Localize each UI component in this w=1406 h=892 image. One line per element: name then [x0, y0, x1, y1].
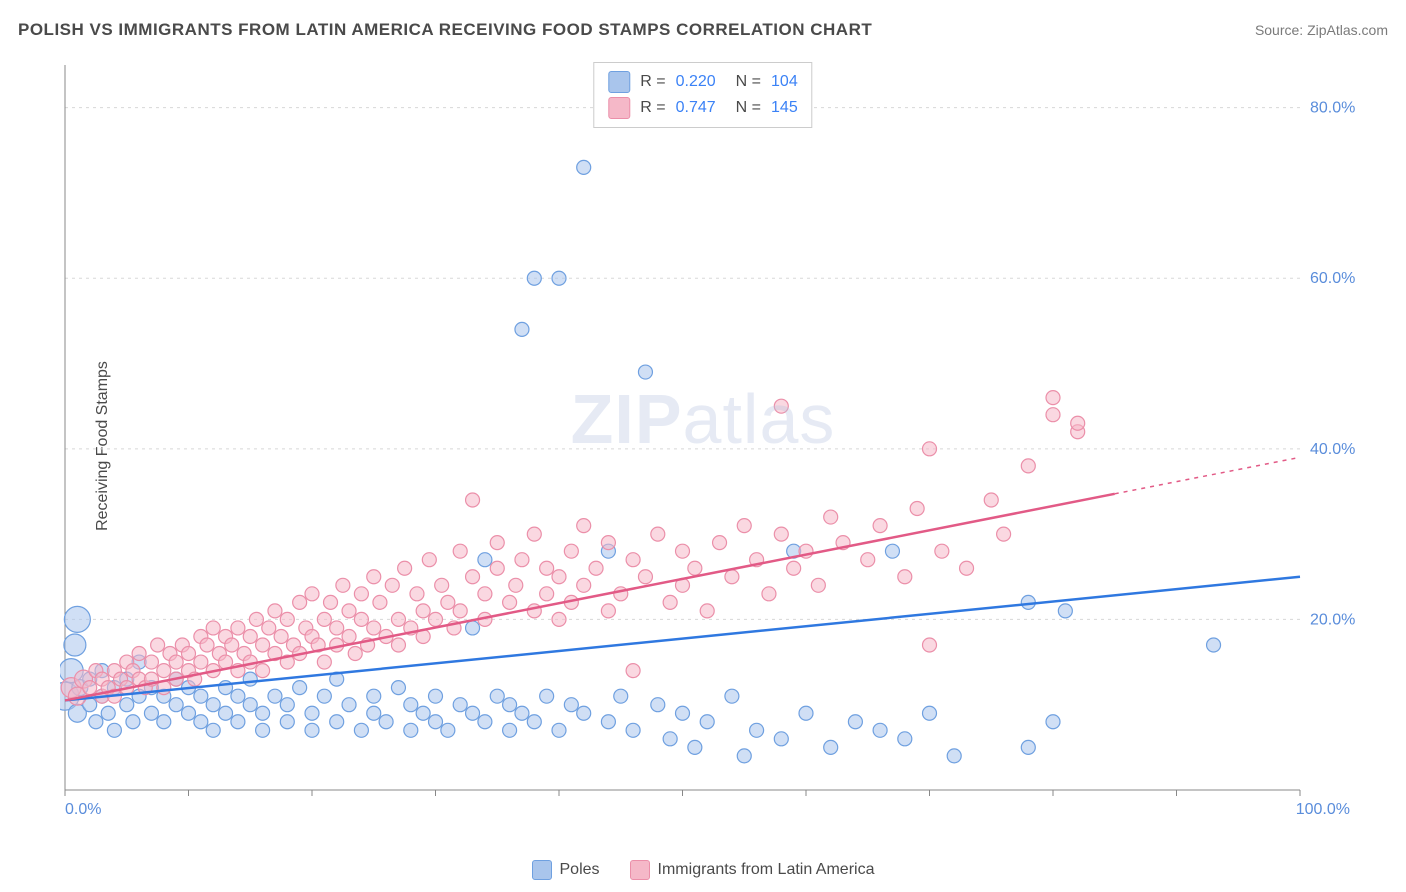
swatch-icon: [608, 97, 630, 119]
source-label: Source: ZipAtlas.com: [1255, 22, 1388, 38]
stats-row: R = 0.220 N = 104: [608, 69, 797, 95]
r-label: R =: [640, 73, 665, 91]
svg-text:20.0%: 20.0%: [1310, 611, 1355, 628]
swatch-icon: [630, 860, 650, 880]
n-label: N =: [736, 73, 761, 91]
r-value: 0.220: [676, 73, 716, 91]
n-label: N =: [736, 99, 761, 117]
svg-text:100.0%: 100.0%: [1296, 801, 1350, 818]
legend-label: Poles: [560, 861, 600, 879]
chart-svg: 20.0% 40.0% 60.0% 80.0% 0.0% 100.0%: [60, 60, 1360, 830]
legend-item: Immigrants from Latin America: [630, 860, 875, 880]
stats-row: R = 0.747 N = 145: [608, 95, 797, 121]
chart-title: POLISH VS IMMIGRANTS FROM LATIN AMERICA …: [18, 20, 872, 40]
swatch-icon: [532, 860, 552, 880]
bottom-legend: Poles Immigrants from Latin America: [0, 860, 1406, 880]
legend-label: Immigrants from Latin America: [658, 861, 875, 879]
r-label: R =: [640, 99, 665, 117]
r-value: 0.747: [676, 99, 716, 117]
n-value: 104: [771, 73, 798, 91]
stats-legend: R = 0.220 N = 104 R = 0.747 N = 145: [593, 62, 812, 128]
svg-text:60.0%: 60.0%: [1310, 270, 1355, 287]
svg-text:0.0%: 0.0%: [65, 801, 101, 818]
swatch-icon: [608, 71, 630, 93]
svg-text:40.0%: 40.0%: [1310, 441, 1355, 458]
chart-area: 20.0% 40.0% 60.0% 80.0% 0.0% 100.0%: [60, 60, 1360, 830]
legend-item: Poles: [532, 860, 600, 880]
svg-text:80.0%: 80.0%: [1310, 100, 1355, 117]
n-value: 145: [771, 99, 798, 117]
